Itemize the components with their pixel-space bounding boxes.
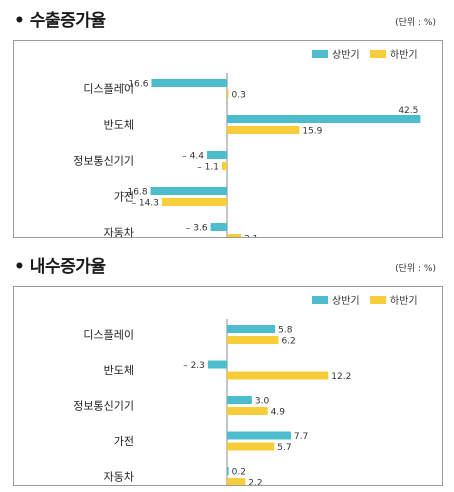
domestic-chart-unit: (단위 : %) xyxy=(395,264,436,274)
export-data-label: – 16.8 xyxy=(120,188,148,198)
export-chart-title: • 수출증가율 xyxy=(14,11,106,31)
export-bar-first-half xyxy=(150,187,227,195)
export-data-label: – 1.1 xyxy=(197,163,219,173)
domestic-data-label: 5.7 xyxy=(277,443,291,453)
domestic-bar-first-half xyxy=(227,396,252,404)
export-legend-label-0: 상반기 xyxy=(332,49,360,61)
domestic-chart-title: • 내수증가율 xyxy=(14,257,106,277)
domestic-data-label: 5.8 xyxy=(278,326,293,336)
domestic-data-label: 3.0 xyxy=(255,397,270,407)
export-bar-first-half xyxy=(227,115,421,123)
export-bar-second-half xyxy=(227,126,300,134)
domestic-bar-first-half xyxy=(227,467,229,475)
domestic-category-label: 가전 xyxy=(114,435,134,448)
export-category-label: 자동차 xyxy=(104,227,134,238)
export-legend-swatch-1 xyxy=(370,50,386,58)
domestic-bar-second-half xyxy=(227,371,329,380)
domestic-category-label: 자동차 xyxy=(104,471,134,484)
domestic-legend-swatch-1 xyxy=(370,296,386,304)
export-bar-second-half xyxy=(221,162,227,170)
domestic-data-label: 7.7 xyxy=(294,432,308,442)
export-data-label: – 3.6 xyxy=(186,224,208,234)
domestic-data-label: – 2.3 xyxy=(183,361,205,371)
domestic-bar-second-half xyxy=(227,336,279,344)
domestic-bar-second-half xyxy=(227,442,275,451)
export-category-label: 가전 xyxy=(114,191,134,204)
export-category-label: 반도체 xyxy=(104,119,134,132)
domestic-bar-first-half xyxy=(227,325,276,333)
domestic-bar-first-half xyxy=(207,360,227,369)
export-data-label: – 4.4 xyxy=(182,152,204,162)
domestic-bar-second-half xyxy=(227,407,268,415)
export-data-label: – 14.3 xyxy=(132,199,159,209)
export-category-label: 디스플레이 xyxy=(83,83,134,96)
export-bar-second-half xyxy=(227,234,242,242)
domestic-legend-swatch-0 xyxy=(312,296,328,304)
domestic-data-label: 4.9 xyxy=(271,408,286,418)
export-chart-unit: (단위 : %) xyxy=(395,18,436,28)
domestic-bar-second-half xyxy=(227,478,246,486)
domestic-data-label: 0.2 xyxy=(232,468,246,478)
export-bar-second-half xyxy=(161,198,227,206)
export-legend-swatch-0 xyxy=(312,50,328,58)
export-bar-first-half xyxy=(206,151,227,159)
export-data-label: 3.1 xyxy=(244,235,258,238)
export-bar-second-half xyxy=(227,90,229,98)
export-data-label: 0.3 xyxy=(232,91,246,101)
export-legend-label-1: 하반기 xyxy=(390,48,418,61)
domestic-data-label: 6.2 xyxy=(281,337,295,347)
domestic-legend-label-0: 상반기 xyxy=(332,295,360,307)
export-bar-first-half xyxy=(151,79,227,87)
export-data-label: 42.5 xyxy=(398,106,418,116)
export-category-label: 정보통신기기 xyxy=(73,155,134,168)
domestic-legend-label-1: 하반기 xyxy=(390,294,418,307)
domestic-bar-first-half xyxy=(227,431,291,440)
domestic-category-label: 디스플레이 xyxy=(83,329,134,342)
export-data-label: 15.9 xyxy=(302,127,322,137)
export-bar-first-half xyxy=(210,223,227,231)
domestic-category-label: 정보통신기기 xyxy=(73,400,134,413)
domestic-data-label: 2.2 xyxy=(248,479,262,486)
domestic-category-label: 반도체 xyxy=(104,364,134,377)
domestic-data-label: 12.2 xyxy=(331,372,351,382)
export-data-label: – 16.6 xyxy=(121,80,149,90)
